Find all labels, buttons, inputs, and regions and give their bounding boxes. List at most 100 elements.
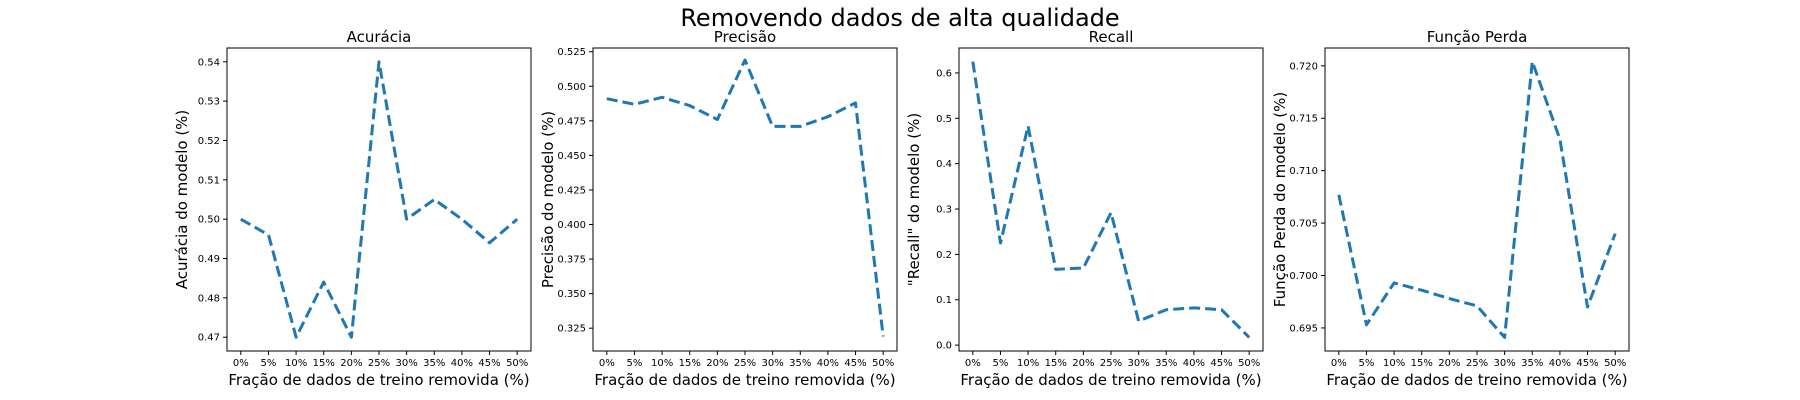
y-tick-label: 0.375 xyxy=(557,255,586,266)
y-tick-label: 0.715 xyxy=(1289,114,1318,125)
series-line xyxy=(606,58,885,337)
x-tick-label: 10% xyxy=(1017,358,1039,369)
series-line xyxy=(971,61,1251,339)
plot-frame xyxy=(226,47,532,352)
y-axis-label: "Recall" do modelo (%) xyxy=(905,113,923,286)
x-tick-label: 30% xyxy=(1494,358,1516,369)
y-tick-label: 0.54 xyxy=(198,57,220,68)
x-tick-label: 35% xyxy=(423,358,445,369)
y-tick-label: 0.350 xyxy=(557,289,586,300)
y-tick-label: 0.475 xyxy=(557,116,586,127)
x-tick-label: 40% xyxy=(817,358,839,369)
x-tick-label: 35% xyxy=(1155,358,1177,369)
series-line xyxy=(240,60,519,339)
x-tick-label: 30% xyxy=(396,358,418,369)
plot-frame xyxy=(592,47,898,352)
x-tick-label: 15% xyxy=(1045,358,1067,369)
y-tick-label: 0.51 xyxy=(198,175,220,186)
x-tick-label: 5% xyxy=(1359,358,1375,369)
x-tick-label: 0% xyxy=(599,358,615,369)
x-axis-label: Fração de dados de treino removida (%) xyxy=(1326,371,1627,389)
y-tick-label: 0.0 xyxy=(936,341,952,352)
y-tick-label: 0.450 xyxy=(557,151,586,162)
panel-acuracia: Acurácia Fração de dados de treino remov… xyxy=(173,28,532,389)
x-tick-label: 0% xyxy=(233,358,249,369)
panel-title: Recall xyxy=(1089,28,1134,46)
data-point xyxy=(1081,266,1085,270)
y-tick-label: 0.700 xyxy=(1289,271,1318,282)
x-tick-label: 5% xyxy=(993,358,1009,369)
x-tick-label: 15% xyxy=(313,358,335,369)
y-tick-label: 0.53 xyxy=(198,97,220,108)
x-tick-label: 20% xyxy=(1072,358,1094,369)
x-tick-label: 30% xyxy=(1128,358,1150,369)
panel-precisao: Precisão Fração de dados de treino remov… xyxy=(539,28,898,389)
panel-title: Acurácia xyxy=(347,28,412,46)
y-tick-label: 0.3 xyxy=(936,205,952,216)
x-tick-label: 35% xyxy=(1521,358,1543,369)
y-tick-label: 0.720 xyxy=(1289,61,1318,72)
x-axis-label: Fração de dados de treino removida (%) xyxy=(960,371,1261,389)
y-tick-label: 0.400 xyxy=(557,220,586,231)
x-tick-label: 15% xyxy=(1411,358,1433,369)
y-tick-label: 0.4 xyxy=(936,159,952,170)
y-tick-label: 0.52 xyxy=(198,136,220,147)
panel-recall: Recall Fração de dados de treino removid… xyxy=(905,28,1264,389)
x-tick-label: 15% xyxy=(679,358,701,369)
x-tick-label: 5% xyxy=(261,358,277,369)
x-tick-label: 25% xyxy=(1100,358,1122,369)
x-tick-label: 25% xyxy=(1466,358,1488,369)
y-tick-label: 0.2 xyxy=(936,250,952,261)
data-point xyxy=(1475,304,1479,308)
x-tick-label: 10% xyxy=(285,358,307,369)
data-point xyxy=(771,124,775,128)
y-axis-label: Precisão do modelo (%) xyxy=(539,111,557,288)
x-tick-label: 45% xyxy=(1210,358,1232,369)
y-tick-label: 0.710 xyxy=(1289,166,1318,177)
figure-suptitle: Removendo dados de alta qualidade xyxy=(680,4,1119,32)
x-tick-label: 20% xyxy=(340,358,362,369)
y-tick-label: 0.325 xyxy=(557,324,586,335)
x-tick-label: 5% xyxy=(627,358,643,369)
x-tick-label: 25% xyxy=(368,358,390,369)
x-tick-label: 50% xyxy=(1238,358,1260,369)
panel-funcao-perda: Função Perda Fração de dados de treino r… xyxy=(1271,28,1630,389)
y-tick-label: 0.50 xyxy=(198,215,220,226)
x-tick-label: 0% xyxy=(1331,358,1347,369)
x-tick-label: 45% xyxy=(1576,358,1598,369)
x-tick-label: 45% xyxy=(478,358,500,369)
series-line xyxy=(1337,60,1617,339)
plot-frame xyxy=(1324,47,1630,352)
x-tick-label: 20% xyxy=(1438,358,1460,369)
y-tick-label: 0.525 xyxy=(557,47,586,58)
x-tick-label: 35% xyxy=(789,358,811,369)
y-axis-label: Acurácia do modelo (%) xyxy=(173,110,191,290)
x-tick-label: 10% xyxy=(651,358,673,369)
x-tick-label: 50% xyxy=(506,358,528,369)
y-tick-label: 0.5 xyxy=(936,114,952,125)
panel-title: Precisão xyxy=(714,28,776,46)
x-tick-label: 20% xyxy=(706,358,728,369)
y-axis-label: Função Perda do modelo (%) xyxy=(1271,92,1289,307)
x-tick-label: 40% xyxy=(1183,358,1205,369)
x-axis-label: Fração de dados de treino removida (%) xyxy=(228,371,529,389)
y-tick-label: 0.49 xyxy=(198,254,220,265)
panel-title: Função Perda xyxy=(1427,28,1528,46)
x-axis-label: Fração de dados de treino removida (%) xyxy=(594,371,895,389)
y-tick-label: 0.48 xyxy=(198,293,220,304)
x-tick-label: 30% xyxy=(762,358,784,369)
x-tick-label: 10% xyxy=(1383,358,1405,369)
y-tick-label: 0.705 xyxy=(1289,219,1318,230)
y-tick-label: 0.500 xyxy=(557,82,586,93)
y-tick-label: 0.1 xyxy=(936,295,952,306)
x-tick-label: 40% xyxy=(1549,358,1571,369)
x-tick-label: 50% xyxy=(1604,358,1626,369)
x-tick-label: 45% xyxy=(844,358,866,369)
x-tick-label: 0% xyxy=(965,358,981,369)
y-tick-label: 0.47 xyxy=(198,333,220,344)
data-point xyxy=(460,217,464,221)
plot-frame xyxy=(958,47,1264,352)
x-tick-label: 40% xyxy=(451,358,473,369)
x-tick-label: 50% xyxy=(872,358,894,369)
